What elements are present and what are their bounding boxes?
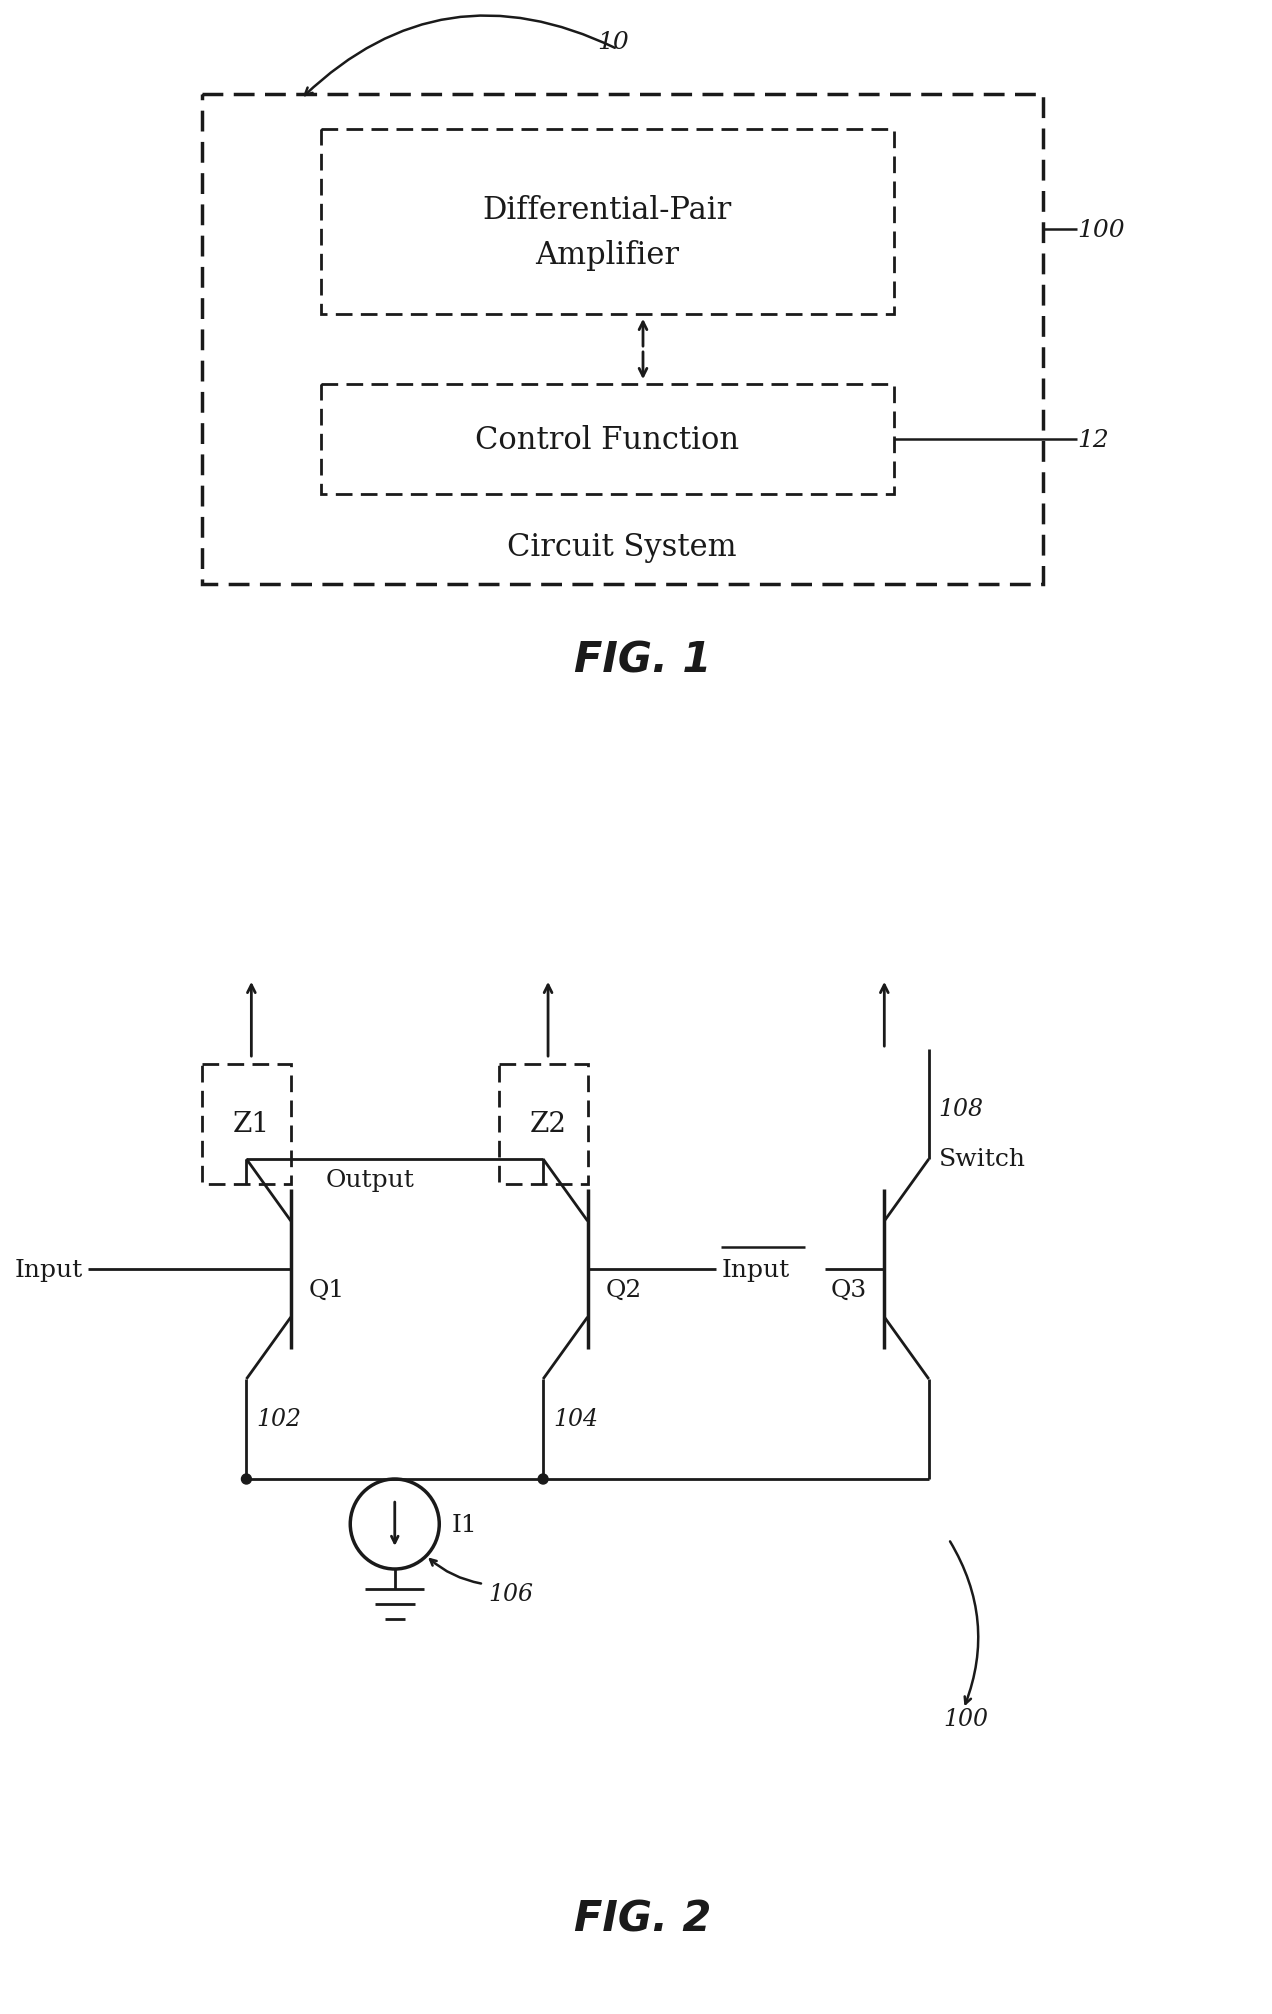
Text: FIG. 2: FIG. 2 — [575, 1897, 712, 1939]
Text: 106: 106 — [488, 1583, 534, 1605]
Text: Z2: Z2 — [529, 1112, 566, 1138]
Text: Q3: Q3 — [831, 1277, 866, 1301]
Text: 100: 100 — [1077, 218, 1124, 242]
Text: I1: I1 — [452, 1513, 477, 1537]
Bar — [499, 1065, 588, 1184]
Text: Q1: Q1 — [309, 1277, 345, 1301]
Text: Input: Input — [15, 1259, 83, 1281]
Bar — [321, 385, 894, 495]
Text: 100: 100 — [944, 1708, 988, 1730]
Text: Control Function: Control Function — [476, 425, 739, 455]
Text: Circuit System: Circuit System — [508, 532, 736, 562]
Text: 102: 102 — [256, 1408, 301, 1430]
Text: 10: 10 — [598, 30, 630, 54]
Text: Differential-Pair: Differential-Pair — [483, 195, 731, 226]
Text: Switch: Switch — [939, 1148, 1025, 1170]
Text: Input: Input — [721, 1259, 790, 1281]
Bar — [202, 95, 1043, 584]
Bar — [321, 131, 894, 314]
Circle shape — [242, 1474, 252, 1484]
Circle shape — [538, 1474, 548, 1484]
Text: 12: 12 — [1077, 429, 1109, 451]
Text: Output: Output — [326, 1168, 415, 1190]
Text: FIG. 1: FIG. 1 — [575, 638, 712, 681]
Bar — [202, 1065, 291, 1184]
Text: Q2: Q2 — [605, 1277, 641, 1301]
Text: Amplifier: Amplifier — [536, 240, 679, 270]
Text: 108: 108 — [939, 1098, 983, 1122]
Text: Z1: Z1 — [233, 1112, 270, 1138]
Text: 104: 104 — [553, 1408, 598, 1430]
